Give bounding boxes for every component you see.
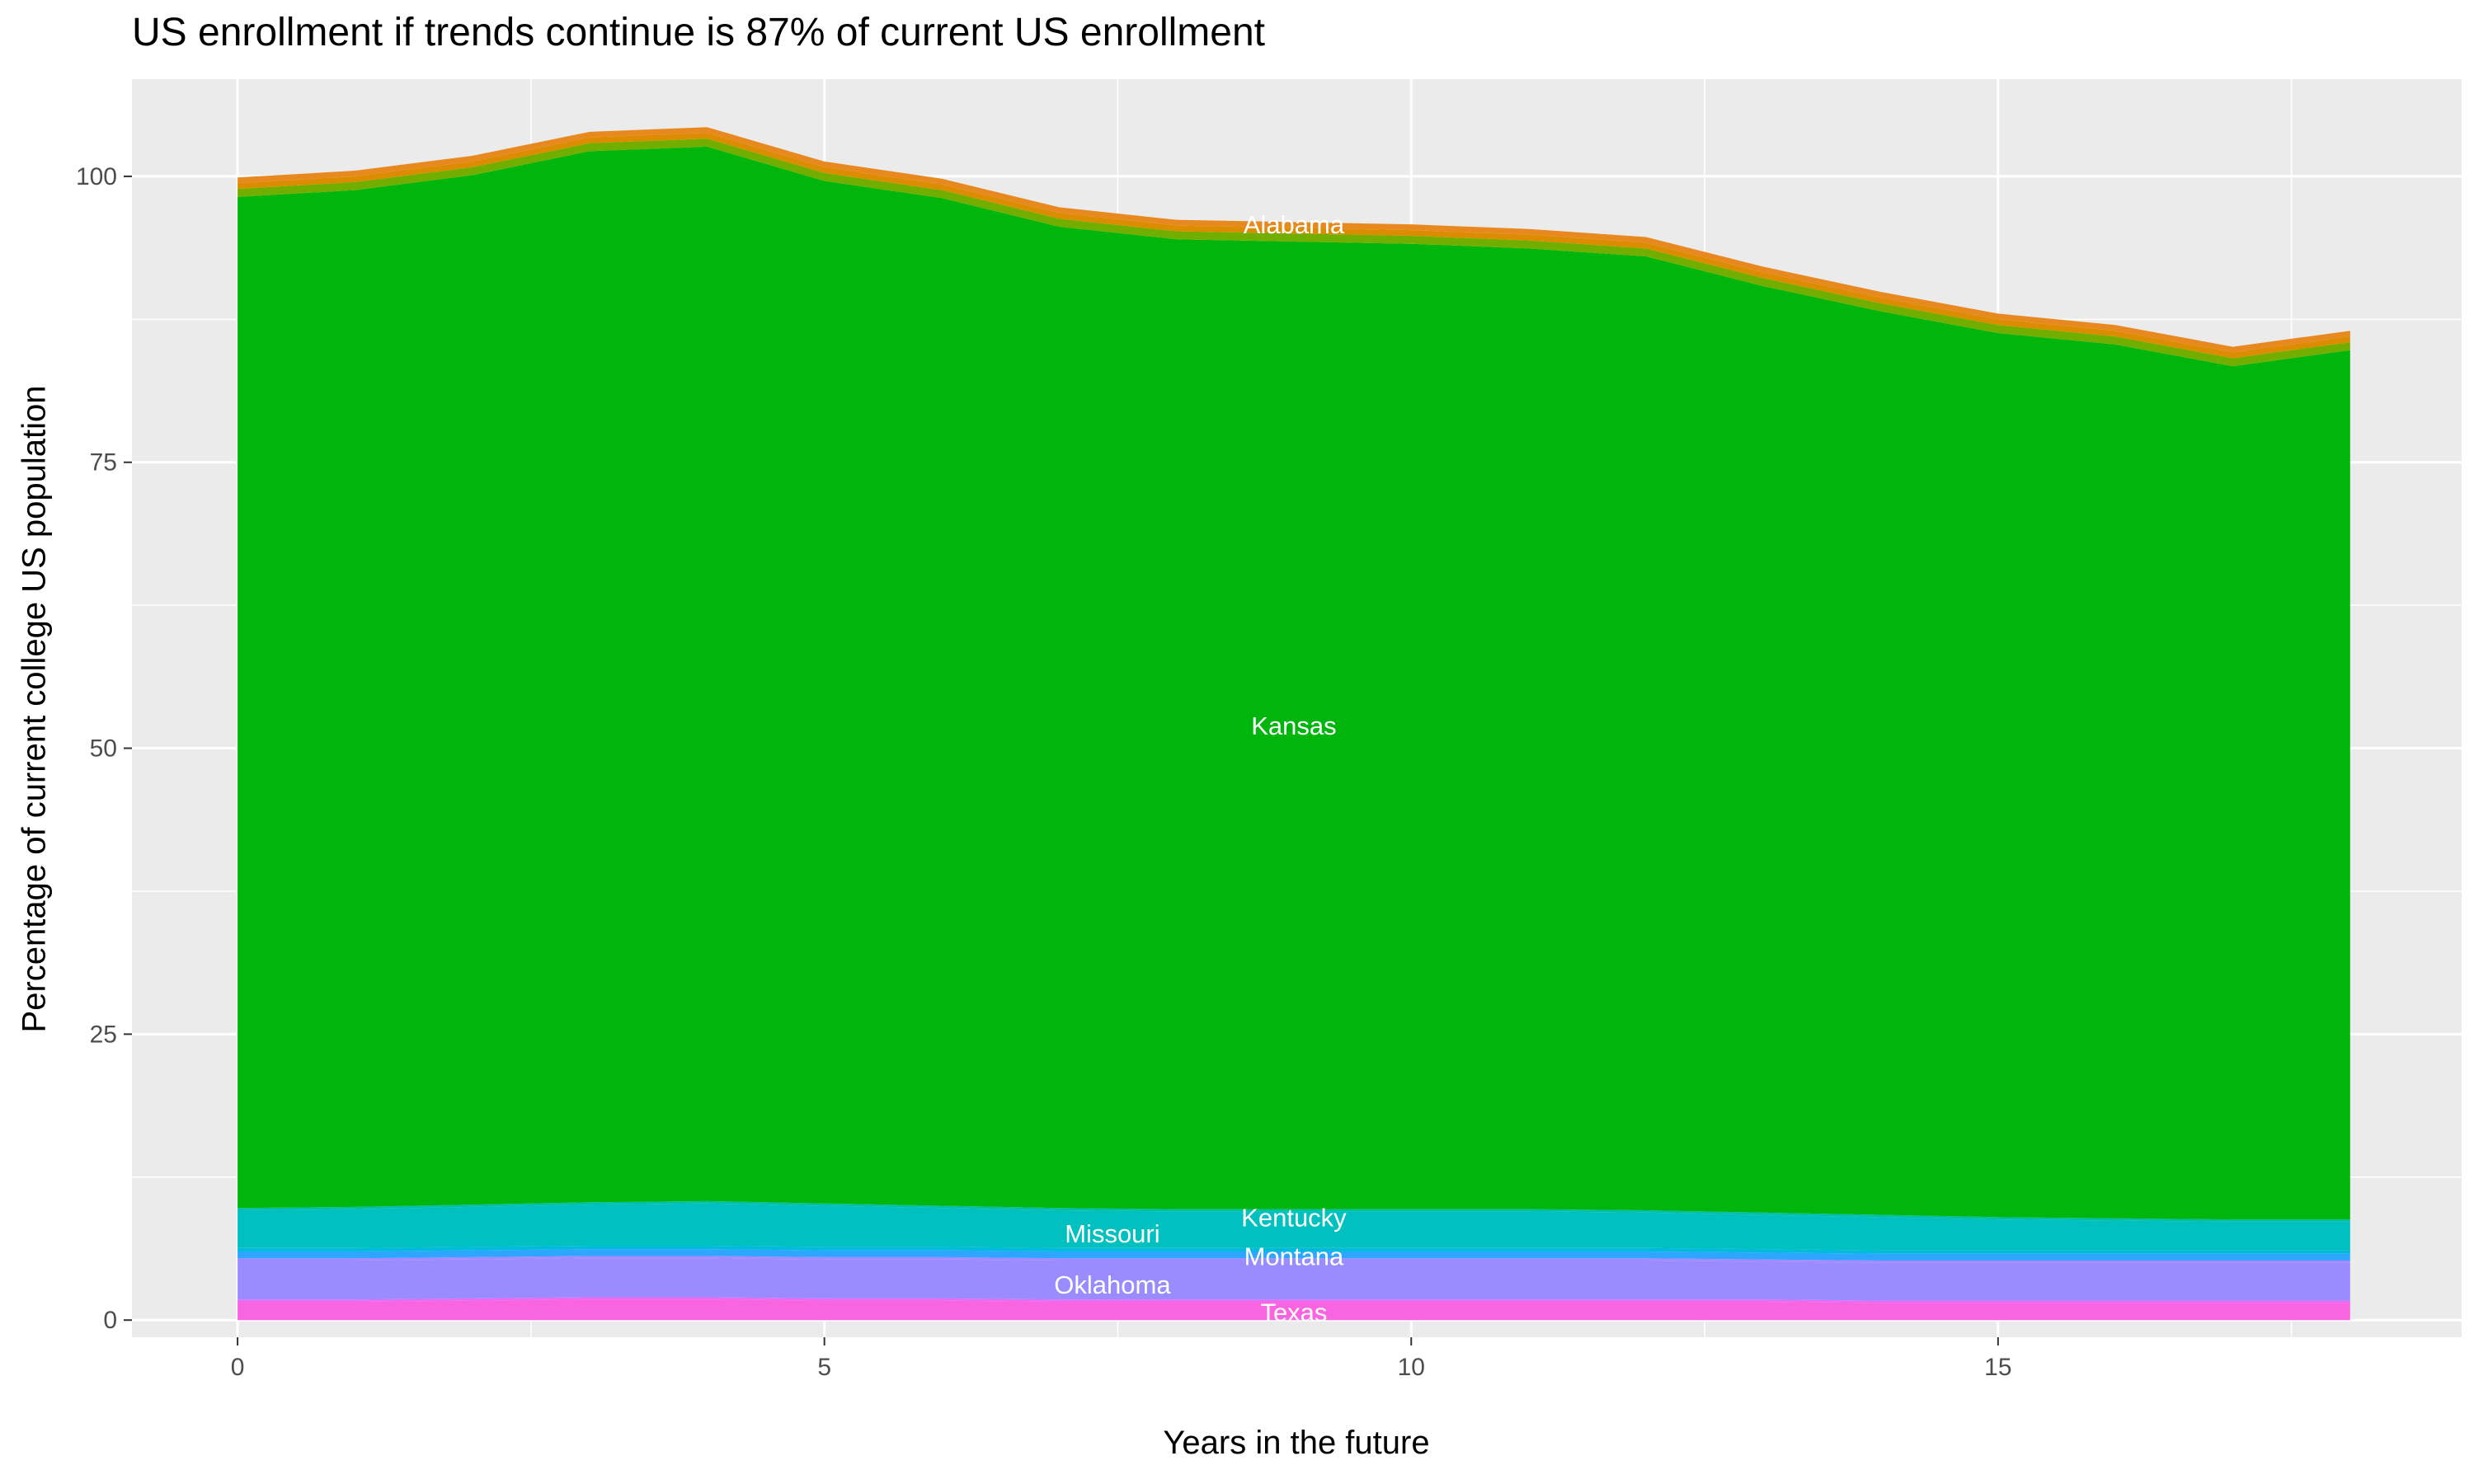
- y-tick-label: 75: [90, 449, 117, 477]
- area-layer-1: [238, 1297, 2350, 1303]
- y-tick-label: 50: [90, 735, 117, 763]
- area-alabama: [238, 133, 2350, 359]
- area-missouri: [238, 1203, 2350, 1251]
- area-layer-9: [238, 139, 2350, 367]
- area-oklahoma: [238, 1258, 2350, 1301]
- area-montana: [238, 1249, 2350, 1261]
- x-axis-label: Years in the future: [1163, 1425, 1430, 1461]
- area-texas: [238, 1299, 2350, 1321]
- x-tick-label: 15: [1984, 1354, 2011, 1381]
- area-label-kentucky: Kentucky: [1241, 1203, 1347, 1232]
- area-layer-5: [238, 1246, 2350, 1254]
- area-layer-3: [238, 1256, 2350, 1263]
- area-label-texas: Texas: [1260, 1298, 1327, 1327]
- y-tick-label: 25: [90, 1021, 117, 1048]
- x-tick-label: 5: [817, 1354, 831, 1381]
- area-kentucky: [238, 1200, 2350, 1222]
- y-tick-label: 0: [103, 1307, 117, 1334]
- x-tick-label: 10: [1398, 1354, 1425, 1381]
- area-label-oklahoma: Oklahoma: [1054, 1270, 1171, 1299]
- area-layer-11: [238, 127, 2350, 353]
- y-tick-label: 100: [76, 163, 117, 190]
- area-label-alabama: Alabama: [1244, 210, 1345, 239]
- chart-title: US enrollment if trends continue is 87% …: [132, 11, 1265, 54]
- area-label-montana: Montana: [1244, 1242, 1344, 1271]
- x-tick-label: 0: [231, 1354, 245, 1381]
- area-label-kansas: Kansas: [1251, 711, 1336, 740]
- area-kansas: [238, 146, 2350, 1220]
- area-label-missouri: Missouri: [1065, 1219, 1159, 1248]
